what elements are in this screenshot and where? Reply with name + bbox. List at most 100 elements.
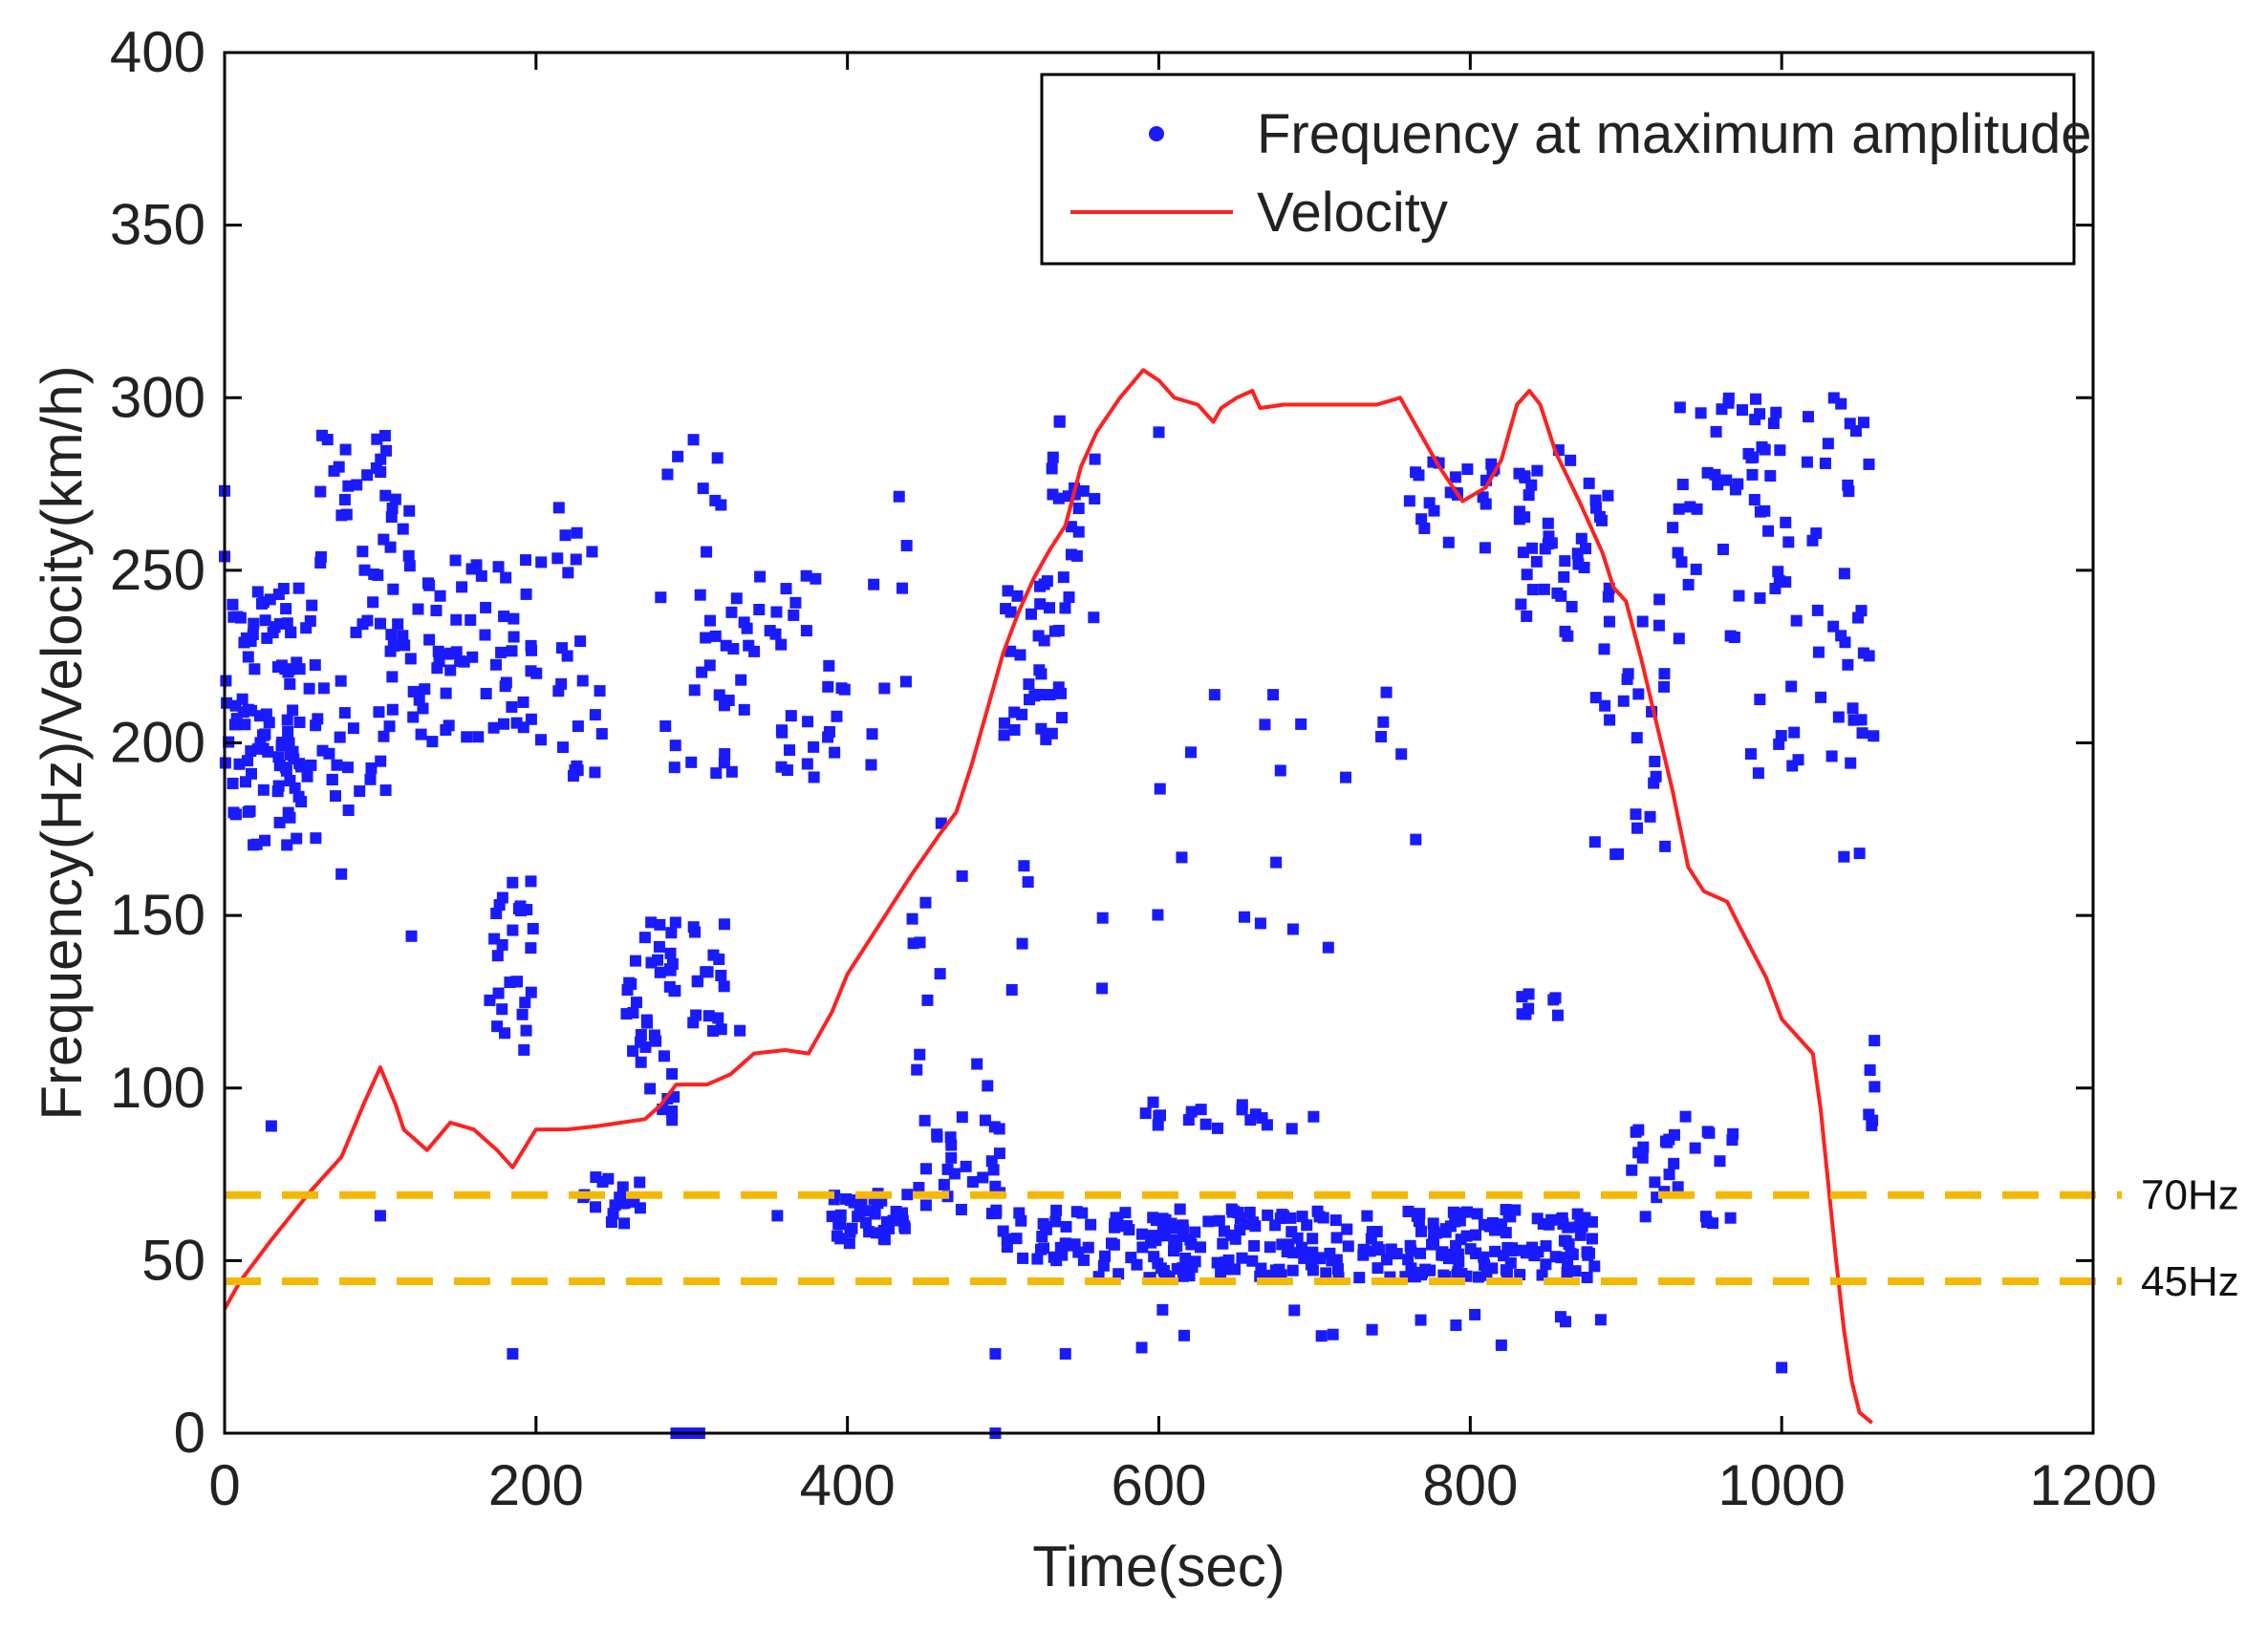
frequency-point bbox=[1675, 556, 1688, 569]
frequency-point bbox=[295, 796, 308, 808]
frequency-point bbox=[1248, 1240, 1261, 1253]
frequency-point bbox=[823, 726, 835, 739]
frequency-point bbox=[334, 731, 346, 743]
frequency-point bbox=[314, 550, 327, 563]
frequency-point bbox=[1189, 1226, 1201, 1238]
frequency-point bbox=[723, 695, 735, 707]
frequency-point bbox=[1749, 414, 1761, 426]
frequency-point bbox=[361, 469, 374, 482]
frequency-point bbox=[1764, 470, 1777, 483]
frequency-point bbox=[775, 761, 788, 773]
frequency-point bbox=[1815, 691, 1827, 703]
frequency-point bbox=[627, 1006, 639, 1019]
frequency-point bbox=[1563, 1238, 1575, 1251]
frequency-point bbox=[697, 483, 709, 495]
frequency-point bbox=[1057, 571, 1069, 584]
frequency-point bbox=[848, 1196, 860, 1209]
frequency-point bbox=[635, 1056, 647, 1068]
frequency-point bbox=[246, 704, 258, 717]
frequency-point bbox=[1048, 1251, 1060, 1263]
x-tick-label: 1000 bbox=[1717, 1453, 1845, 1517]
frequency-point bbox=[1832, 711, 1845, 723]
frequency-point bbox=[1648, 777, 1660, 789]
frequency-point bbox=[338, 493, 351, 505]
frequency-point bbox=[407, 711, 420, 723]
frequency-point bbox=[1668, 1157, 1680, 1169]
frequency-point bbox=[472, 731, 485, 743]
frequency-point bbox=[450, 613, 463, 626]
frequency-point bbox=[330, 790, 342, 803]
frequency-point bbox=[1315, 1330, 1328, 1342]
frequency-point bbox=[1121, 1220, 1134, 1233]
frequency-point bbox=[350, 626, 362, 638]
frequency-point bbox=[966, 1176, 979, 1189]
frequency-point bbox=[1785, 680, 1798, 693]
frequency-point bbox=[1551, 1009, 1564, 1021]
frequency-point bbox=[259, 728, 271, 740]
frequency-point bbox=[1008, 706, 1021, 719]
frequency-point bbox=[1014, 649, 1026, 661]
frequency-point bbox=[979, 1114, 991, 1126]
frequency-point bbox=[1827, 392, 1840, 404]
frequency-point bbox=[1737, 404, 1749, 417]
frequency-point bbox=[1060, 1220, 1072, 1233]
frequency-point bbox=[1676, 479, 1689, 491]
frequency-point bbox=[1439, 1223, 1452, 1235]
frequency-point bbox=[1047, 488, 1059, 501]
frequency-point bbox=[1486, 1216, 1499, 1229]
frequency-point bbox=[574, 635, 587, 648]
frequency-point bbox=[899, 676, 912, 688]
frequency-point bbox=[1307, 1233, 1319, 1245]
frequency-point bbox=[1631, 822, 1644, 834]
frequency-point bbox=[1672, 1181, 1684, 1193]
frequency-point bbox=[780, 583, 792, 595]
frequency-point bbox=[1469, 1308, 1481, 1320]
frequency-point bbox=[1706, 1217, 1718, 1230]
frequency-point bbox=[1855, 714, 1868, 726]
frequency-point bbox=[701, 546, 713, 558]
frequency-point bbox=[571, 526, 583, 539]
frequency-point bbox=[248, 663, 261, 676]
frequency-point bbox=[1559, 555, 1571, 568]
frequency-point bbox=[1547, 994, 1560, 1006]
frequency-point bbox=[725, 606, 738, 618]
frequency-point bbox=[517, 696, 529, 708]
frequency-point bbox=[1199, 1118, 1212, 1130]
frequency-point bbox=[454, 654, 466, 667]
frequency-point bbox=[1754, 694, 1766, 706]
frequency-point bbox=[1059, 1347, 1071, 1360]
frequency-point bbox=[666, 1105, 679, 1117]
frequency-point bbox=[919, 896, 932, 909]
frequency-point bbox=[284, 748, 296, 761]
frequency-point bbox=[753, 603, 766, 615]
frequency-point bbox=[1752, 767, 1764, 780]
frequency-point bbox=[1695, 407, 1707, 419]
frequency-point bbox=[265, 1120, 277, 1132]
frequency-point bbox=[1658, 680, 1671, 693]
frequency-point bbox=[1516, 991, 1528, 1003]
frequency-point bbox=[1673, 503, 1685, 515]
frequency-point bbox=[627, 1045, 639, 1058]
frequency-point bbox=[1701, 466, 1714, 479]
y-tick-label: 50 bbox=[141, 1228, 205, 1292]
frequency-point bbox=[1626, 1164, 1638, 1176]
frequency-point bbox=[1125, 1252, 1137, 1264]
frequency-point bbox=[1717, 543, 1729, 555]
frequency-point bbox=[285, 627, 297, 639]
frequency-point bbox=[1415, 513, 1428, 526]
frequency-point bbox=[576, 675, 589, 687]
frequency-point bbox=[1053, 415, 1066, 427]
frequency-point bbox=[1630, 1126, 1642, 1138]
frequency-point bbox=[1264, 1241, 1276, 1254]
frequency-point bbox=[1174, 1203, 1186, 1215]
frequency-point bbox=[1182, 1114, 1195, 1126]
frequency-point bbox=[1373, 1244, 1386, 1256]
frequency-point bbox=[1286, 1264, 1299, 1277]
frequency-point bbox=[1017, 1252, 1029, 1264]
x-tick-label: 200 bbox=[488, 1453, 584, 1517]
frequency-point bbox=[440, 687, 452, 699]
frequency-point bbox=[1790, 614, 1803, 627]
frequency-point bbox=[466, 651, 479, 663]
frequency-point bbox=[718, 980, 730, 993]
frequency-point bbox=[1168, 1245, 1180, 1257]
